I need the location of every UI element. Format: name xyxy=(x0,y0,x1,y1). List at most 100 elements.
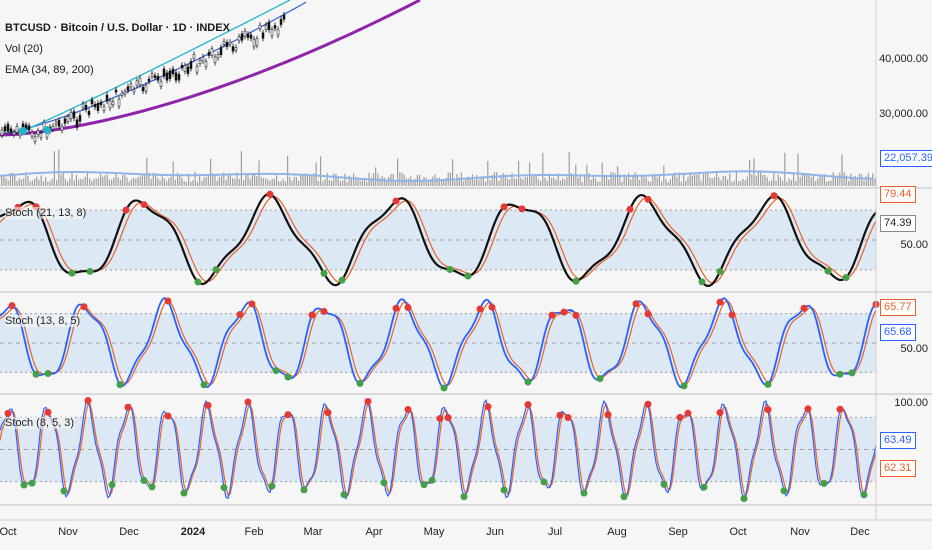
volume-bar xyxy=(370,177,372,186)
candle-body xyxy=(168,70,172,79)
volume-bar xyxy=(221,176,223,186)
volume-bar xyxy=(106,174,108,186)
candle-body xyxy=(210,48,214,56)
volume-bar xyxy=(302,174,304,186)
stoch1-title[interactable]: Stoch (21, 13, 8) xyxy=(5,207,87,219)
volume-bar xyxy=(218,176,220,186)
price-pane[interactable] xyxy=(0,0,421,145)
volume-bar xyxy=(75,174,77,186)
overbought-dot xyxy=(836,405,844,413)
volume-bar xyxy=(425,177,427,186)
candle-body xyxy=(150,73,154,77)
overbought-dot xyxy=(684,409,692,417)
overbought-dot xyxy=(324,409,332,417)
stoch-pane-2[interactable] xyxy=(0,297,880,392)
volume-bar xyxy=(601,162,603,186)
volume-bar xyxy=(782,180,784,186)
volume-bar xyxy=(227,175,229,186)
oversold-dot xyxy=(524,378,532,386)
stoch-pane-3[interactable] xyxy=(0,396,877,503)
volume-bar xyxy=(603,174,605,186)
volume-bar xyxy=(137,177,139,186)
volume-bar xyxy=(192,180,194,186)
volume-bar xyxy=(551,178,553,186)
volume-bar xyxy=(67,181,69,186)
stoch2-title[interactable]: Stoch (13, 8, 5) xyxy=(5,315,81,327)
candle-body xyxy=(153,75,157,78)
symbol-title[interactable]: BTCUSD · Bitcoin / U.S. Dollar · 1D · IN… xyxy=(5,22,230,34)
oversold-dot xyxy=(180,489,188,497)
ema-legend[interactable]: EMA (34, 89, 200) xyxy=(5,64,94,76)
volume-bar xyxy=(251,174,253,186)
volume-bar xyxy=(522,179,524,186)
candle-body xyxy=(192,54,196,59)
volume-bar xyxy=(683,172,685,186)
volume-bar xyxy=(298,180,300,186)
candle-body xyxy=(156,75,160,81)
candle-body xyxy=(0,129,4,136)
volume-bar xyxy=(801,174,803,186)
volume-bar xyxy=(819,174,821,186)
volume-bar xyxy=(496,172,498,186)
overbought-dot xyxy=(676,413,684,421)
candle-body xyxy=(147,78,151,82)
x-tick-dec: Dec xyxy=(119,526,139,538)
stoch3-title[interactable]: Stoch (8, 5, 3) xyxy=(5,417,75,429)
stoch-pane-1[interactable] xyxy=(0,190,877,288)
candle-body xyxy=(225,42,229,48)
volume-bar xyxy=(289,176,291,186)
volume-bar xyxy=(309,174,311,186)
candle-body xyxy=(84,105,88,110)
overbought-dot xyxy=(572,311,580,319)
volume-bar xyxy=(271,179,273,186)
volume-bar xyxy=(821,174,823,186)
volume-bar xyxy=(269,180,271,186)
overbought-dot xyxy=(632,300,640,308)
volume-bar xyxy=(639,179,641,186)
stoch1-k-badge: 74.39 xyxy=(880,215,916,232)
volume-bar xyxy=(1,174,3,186)
candle-body xyxy=(87,111,91,116)
stoch2-d-badge: 65.77 xyxy=(880,299,916,316)
candle-body xyxy=(180,65,184,68)
candle-body xyxy=(165,72,169,81)
overbought-dot xyxy=(308,311,316,319)
candle-body xyxy=(69,112,73,120)
volume-bar xyxy=(443,180,445,186)
volume-bar xyxy=(498,180,500,186)
oversold-dot xyxy=(140,477,148,485)
volume-bar xyxy=(760,172,762,186)
volume-bar xyxy=(788,178,790,186)
volume-bar xyxy=(645,177,647,186)
candle-body xyxy=(90,99,94,105)
oversold-dot xyxy=(340,491,348,499)
candle-body xyxy=(171,68,175,75)
candle-body xyxy=(273,25,277,29)
volume-bar xyxy=(199,176,201,186)
overbought-dot xyxy=(716,298,724,306)
volume-bar xyxy=(168,178,170,186)
x-tick-nov2: Nov xyxy=(790,526,810,538)
volume-bar xyxy=(234,178,236,186)
volume-bar xyxy=(643,176,645,186)
volume-bar xyxy=(674,172,676,186)
volume-bar xyxy=(71,172,73,186)
pane-separators xyxy=(0,0,932,521)
volume-bar xyxy=(709,177,711,186)
volume-bar xyxy=(863,180,865,186)
volume-bar xyxy=(779,177,781,186)
x-tick-jul: Jul xyxy=(547,526,563,538)
volume-bar xyxy=(408,178,410,186)
candle-body xyxy=(12,131,16,135)
x-tick-nov: Nov xyxy=(58,526,78,538)
oversold-dot xyxy=(428,476,436,484)
volume-legend[interactable]: Vol (20) xyxy=(5,43,43,55)
oversold-dot xyxy=(220,484,228,492)
volume-bar xyxy=(716,173,718,186)
volume-bar xyxy=(430,179,432,186)
stoch-d-line xyxy=(0,300,877,386)
volume-bar xyxy=(623,174,625,186)
candle-body xyxy=(252,38,256,48)
candle-body xyxy=(183,65,187,72)
